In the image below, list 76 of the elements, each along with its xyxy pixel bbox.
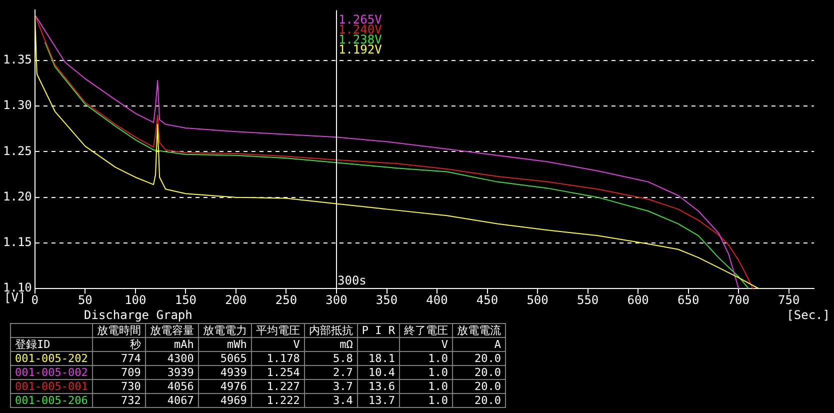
text: 5.8 bbox=[332, 352, 353, 365]
text: A bbox=[494, 338, 501, 351]
text: 4067 bbox=[167, 394, 194, 407]
category-label: P I R bbox=[357, 324, 400, 338]
text: 1.254 bbox=[266, 366, 300, 379]
text: 10.4 bbox=[368, 366, 395, 379]
y-tick-label: 1.20 bbox=[2, 189, 32, 204]
text: 001-005-206 bbox=[15, 394, 88, 407]
text: 709 bbox=[120, 366, 141, 379]
ref-line-label: 300s bbox=[338, 274, 366, 288]
x-tick-label: 300 bbox=[326, 292, 348, 307]
category-label: 終了電圧 bbox=[399, 324, 452, 338]
x-tick-label: 650 bbox=[677, 292, 700, 307]
category-label: 内部抵抗 bbox=[304, 324, 358, 338]
text: 3.4 bbox=[332, 394, 353, 407]
text: 001-005-202 bbox=[15, 352, 88, 365]
text: 5065 bbox=[220, 352, 247, 365]
text: 732 bbox=[120, 394, 141, 407]
category-label: 登録ID bbox=[15, 338, 50, 351]
text: 4976 bbox=[220, 380, 247, 393]
text: 4300 bbox=[167, 352, 194, 365]
text: 20.0 bbox=[474, 394, 501, 407]
text: 1.0 bbox=[428, 366, 448, 379]
x-tick-label: 450 bbox=[476, 292, 498, 307]
x-tick-label: 400 bbox=[426, 292, 448, 307]
x-tick-label: 200 bbox=[225, 292, 247, 307]
y-tick-label: 1.30 bbox=[2, 98, 32, 112]
text: mAh bbox=[174, 338, 194, 351]
x-tick-label: 150 bbox=[174, 292, 197, 307]
text: 3.7 bbox=[332, 380, 353, 393]
text: 1.178 bbox=[266, 352, 300, 365]
text: mΩ bbox=[340, 338, 353, 351]
category-label: 平均電圧 bbox=[251, 324, 304, 338]
y-tick-label: 1.25 bbox=[2, 144, 32, 158]
text: 2.7 bbox=[332, 366, 353, 379]
text: Discharge Graph bbox=[84, 308, 192, 322]
text: 20.0 bbox=[474, 352, 501, 365]
text: 18.1 bbox=[368, 352, 395, 365]
text: 13.6 bbox=[368, 380, 395, 393]
text: 774 bbox=[120, 352, 141, 365]
x-tick-label: 550 bbox=[576, 292, 599, 307]
text: V bbox=[441, 338, 448, 351]
text: 1.0 bbox=[428, 394, 448, 407]
y-tick-label: 1.35 bbox=[2, 52, 32, 67]
x-tick-label: 350 bbox=[376, 292, 398, 307]
text: 4056 bbox=[167, 380, 194, 393]
text: 20.0 bbox=[474, 380, 501, 393]
x-tick-label: 700 bbox=[728, 292, 750, 307]
text: 1.0 bbox=[428, 352, 448, 365]
category-label: 放電容量 bbox=[145, 324, 198, 338]
text: 3939 bbox=[167, 366, 194, 379]
text: 001-005-001 bbox=[15, 380, 88, 393]
text: 4969 bbox=[220, 394, 247, 407]
category-label: 放電時間 bbox=[92, 324, 146, 338]
text: V bbox=[293, 338, 300, 351]
text: 13.7 bbox=[368, 394, 395, 407]
x-axis-title: [Sec.] bbox=[786, 308, 830, 322]
category-label: 放電電流 bbox=[452, 324, 506, 338]
text: 1.227 bbox=[266, 380, 300, 393]
x-tick-label: 50 bbox=[78, 292, 92, 307]
x-tick-label: 100 bbox=[124, 292, 146, 307]
text: 20.0 bbox=[474, 366, 501, 379]
x-tick-label: 250 bbox=[275, 292, 298, 307]
text: 730 bbox=[120, 380, 141, 393]
y-tick-label: 1.15 bbox=[2, 235, 32, 250]
text: mWh bbox=[226, 338, 247, 351]
text: 1.222 bbox=[266, 394, 300, 407]
x-tick-label: 750 bbox=[778, 292, 800, 307]
text: 秒 bbox=[130, 338, 141, 351]
category-label: 放電電力 bbox=[198, 324, 252, 338]
text: 4939 bbox=[220, 366, 247, 379]
x-tick-label: 600 bbox=[627, 292, 649, 307]
text: 1.0 bbox=[428, 380, 448, 393]
x-tick-label: 500 bbox=[526, 292, 548, 307]
text: 001-005-002 bbox=[15, 366, 88, 379]
x-tick-label: 0 bbox=[31, 292, 39, 307]
